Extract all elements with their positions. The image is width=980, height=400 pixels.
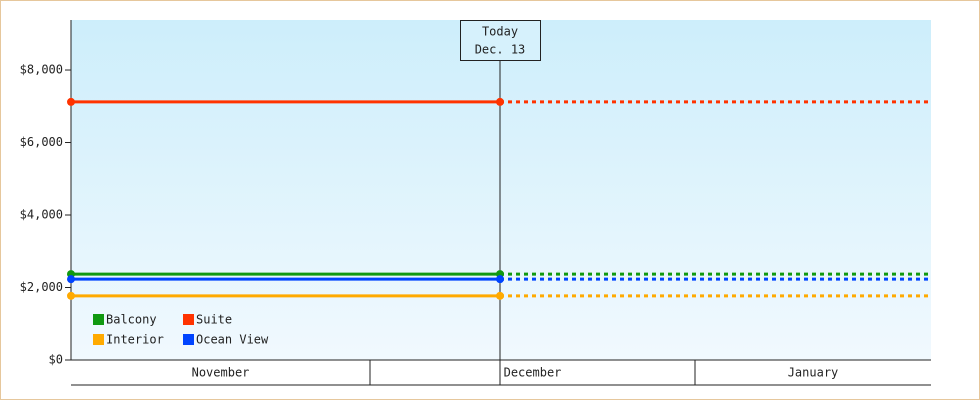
today-box: [460, 20, 541, 61]
today-label: Today: [482, 25, 518, 39]
y-tick-label: $8,000: [20, 63, 63, 77]
series-point: [496, 97, 504, 106]
legend-label: Interior: [106, 333, 164, 347]
month-label: December: [504, 366, 562, 380]
series-point: [496, 275, 504, 284]
legend-label: Ocean View: [196, 333, 269, 347]
today-date: Dec. 13: [475, 43, 526, 57]
y-tick-label: $6,000: [20, 135, 63, 149]
legend-swatch: [93, 334, 104, 345]
legend-swatch: [183, 314, 194, 325]
legend-label: Balcony: [106, 313, 157, 327]
series-point: [67, 291, 75, 300]
y-tick-label: $0: [49, 353, 63, 367]
series-point: [67, 275, 75, 284]
y-tick-label: $4,000: [20, 208, 63, 222]
series-point: [67, 97, 75, 106]
month-label: November: [192, 366, 250, 380]
legend-swatch: [93, 314, 104, 325]
legend-swatch: [183, 334, 194, 345]
y-tick-label: $2,000: [20, 280, 63, 294]
month-label: January: [788, 366, 839, 380]
series-point: [496, 291, 504, 300]
legend-label: Suite: [196, 313, 232, 327]
plot-area: [71, 20, 931, 360]
